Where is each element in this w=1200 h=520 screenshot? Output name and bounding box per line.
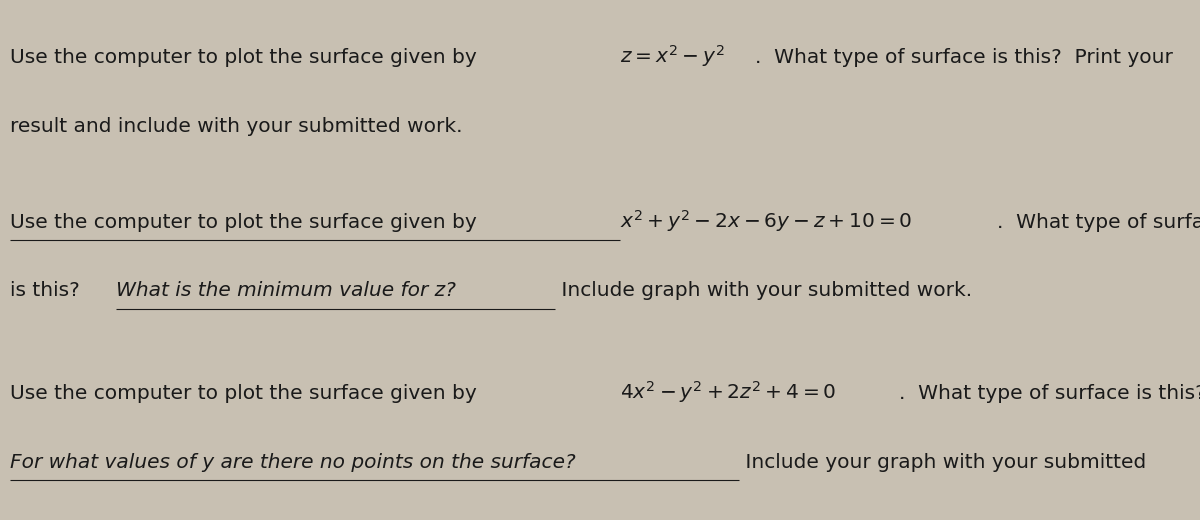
Text: $x^2 + y^2 - 2x - 6y - z + 10 = 0$: $x^2 + y^2 - 2x - 6y - z + 10 = 0$	[620, 208, 912, 234]
Text: Include your graph with your submitted: Include your graph with your submitted	[739, 453, 1147, 472]
Text: .  What type of surface is this?: . What type of surface is this?	[899, 384, 1200, 403]
Text: For what values of y are there no points on the surface?: For what values of y are there no points…	[10, 453, 575, 472]
Text: Include graph with your submitted work.: Include graph with your submitted work.	[554, 281, 972, 301]
Text: $4x^2 - y^2 + 2z^2 + 4 = 0$: $4x^2 - y^2 + 2z^2 + 4 = 0$	[620, 379, 836, 405]
Text: .  What type of surface: . What type of surface	[997, 213, 1200, 231]
Text: Use the computer to plot the surface given by: Use the computer to plot the surface giv…	[10, 48, 482, 67]
Text: result and include with your submitted work.: result and include with your submitted w…	[10, 116, 462, 136]
Text: .  What type of surface is this?  Print your: . What type of surface is this? Print yo…	[755, 48, 1174, 67]
Text: is this?: is this?	[10, 281, 92, 301]
Text: $z = x^2 - y^2$: $z = x^2 - y^2$	[620, 43, 725, 69]
Text: Use the computer to plot the surface given by: Use the computer to plot the surface giv…	[10, 384, 482, 403]
Text: What is the minimum value for z?: What is the minimum value for z?	[116, 281, 456, 301]
Text: Use the computer to plot the surface given by: Use the computer to plot the surface giv…	[10, 213, 482, 231]
